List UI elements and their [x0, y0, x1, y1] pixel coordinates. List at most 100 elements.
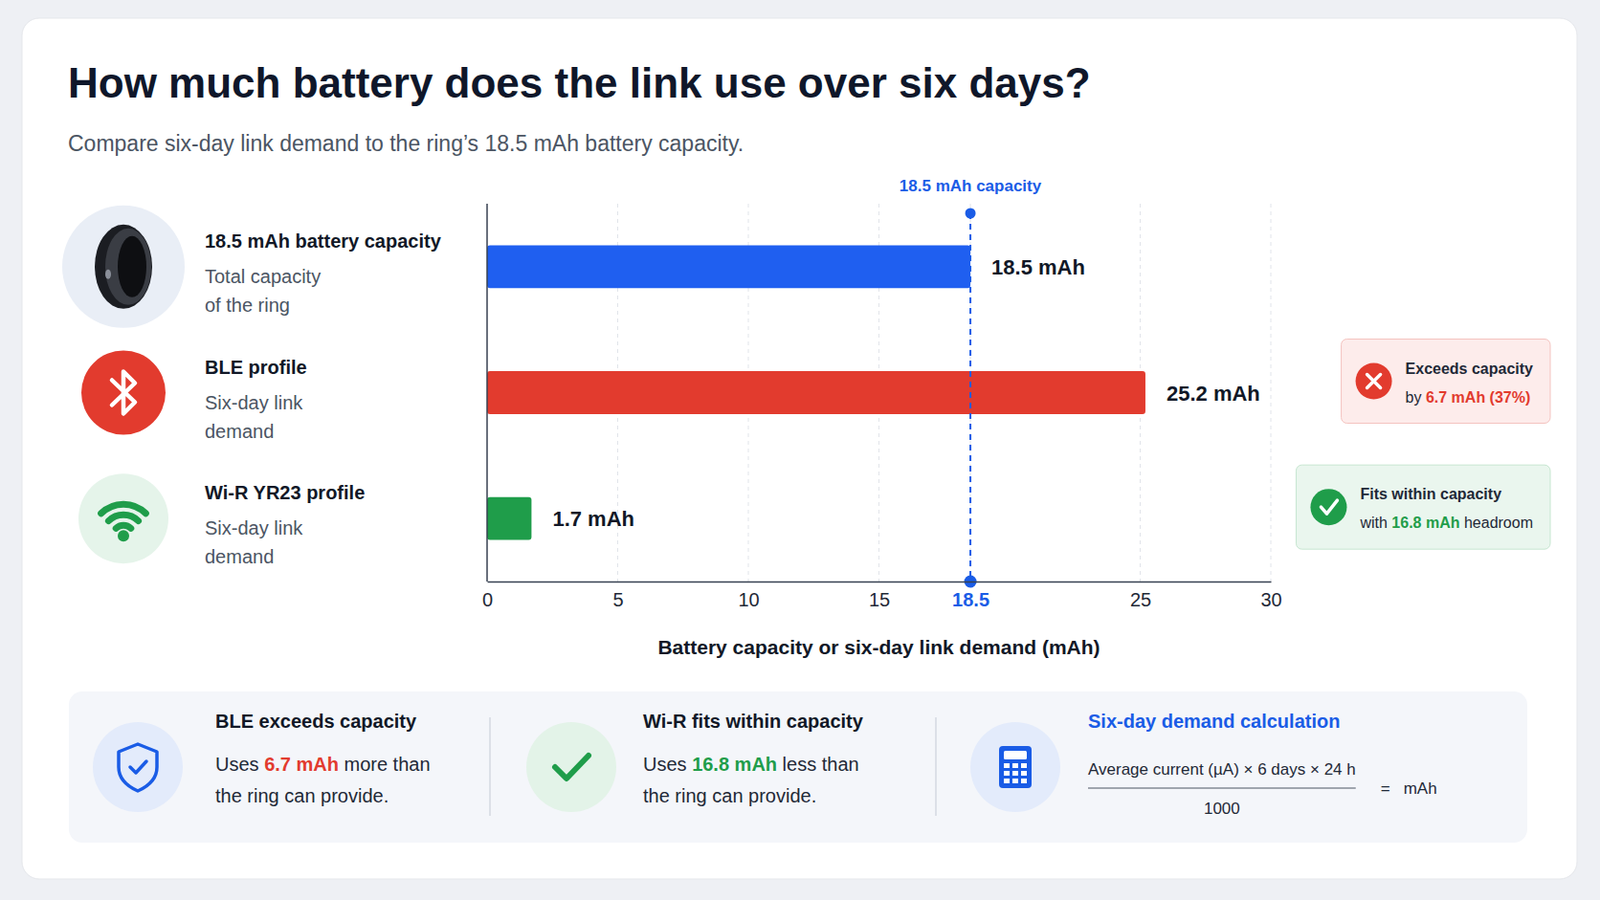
wifi-arc	[108, 514, 138, 521]
x-tick-label: 5	[612, 589, 623, 611]
data-label: 1.7 mAh	[552, 507, 635, 532]
note-text: the ring can provide.	[643, 785, 817, 807]
x-tick-label: 18.5	[952, 589, 990, 611]
reference-line	[969, 213, 972, 582]
category-title: 18.5 mAh battery capacity	[204, 230, 443, 252]
note-text-part: less than	[777, 754, 860, 776]
formula-numerator: Average current (µA) × 6 days × 24 h	[1088, 760, 1356, 779]
x-tick-label: 10	[737, 589, 759, 611]
annotation-highlight: 16.8 mAh	[1391, 514, 1460, 532]
icon-background	[92, 722, 183, 813]
reference-label: 18.5 mAh capacity	[899, 177, 1043, 196]
calculator-screen	[1003, 751, 1027, 760]
calculator-key	[1003, 771, 1010, 777]
check-symbol	[1320, 500, 1337, 514]
annotation-icon-circle	[1355, 363, 1393, 400]
title: How much battery does the link use over …	[67, 59, 1091, 107]
wifi-dot	[117, 530, 130, 542]
ring-band	[105, 228, 152, 306]
annotation-title: Exceeds capacity	[1405, 360, 1534, 378]
grid-line	[970, 203, 972, 582]
note-icon	[526, 722, 617, 813]
x-tick: 25	[1130, 581, 1152, 611]
footer: BLE exceeds capacityUses 6.7 mAh more th…	[68, 691, 1528, 844]
note-title: Wi-R fits within capacity	[643, 711, 865, 733]
footer-panel	[68, 691, 1528, 844]
annotation: Fits within capacitywith 16.8 mAh headro…	[1295, 465, 1551, 550]
category-description: of the ring	[204, 294, 290, 316]
annotation-icon	[1355, 363, 1393, 400]
calculator-key	[1021, 778, 1027, 784]
shield-check	[130, 761, 147, 774]
annotation-highlight: 6.7 mAh (37%)	[1425, 389, 1531, 406]
bar	[487, 244, 971, 289]
data-labels: 18.5 mAh25.2 mAh1.7 mAh	[552, 255, 1260, 532]
y-axis-line	[486, 203, 489, 582]
wifi-arc	[115, 525, 132, 529]
annotation-box	[1341, 339, 1551, 424]
note-title: Six-day demand calculation	[1088, 711, 1340, 733]
category-description: demand	[204, 546, 274, 568]
ring-outer	[94, 224, 153, 310]
icon-background	[970, 722, 1061, 813]
note-text: Uses 16.8 mAh less than	[643, 754, 860, 776]
x-tick-label: 0	[482, 589, 493, 611]
card	[22, 18, 1578, 880]
calculator-key	[1021, 771, 1027, 777]
x-tick: 18.5	[952, 581, 990, 611]
cross-symbol	[1367, 375, 1381, 389]
formula-result: mAh	[1403, 779, 1438, 799]
category-icon	[78, 473, 169, 564]
formula-denominator: 1000	[1203, 800, 1241, 819]
x-tick-label: 30	[1260, 589, 1282, 611]
category-title: Wi-R YR23 profile	[204, 482, 365, 504]
grid-line	[1270, 203, 1272, 582]
annotation-box	[1295, 465, 1551, 550]
bar	[487, 497, 532, 541]
note-text-part: Uses	[215, 754, 265, 776]
icon-background	[78, 473, 169, 564]
note-text-part: Uses	[643, 754, 692, 776]
x-tick: 10	[737, 581, 759, 611]
formula-fraction-line	[1088, 787, 1356, 789]
bluetooth-symbol	[111, 372, 135, 415]
category-description: Total capacity	[204, 266, 321, 288]
ring-inner	[117, 236, 147, 298]
x-axis-title: Battery capacity or six-day link demand …	[657, 636, 1100, 659]
note-title: BLE exceeds capacity	[215, 711, 418, 733]
shield-symbol	[118, 744, 157, 792]
annotation-icon-circle	[1310, 488, 1347, 526]
annotation-text: with 16.8 mAh headroom	[1358, 514, 1534, 532]
annotation: Exceeds capacity by 6.7 mAh (37%)	[1341, 339, 1551, 424]
category-rows: 18.5 mAh battery capacity Total capacity o…	[62, 205, 443, 568]
reference: 18.5 mAh capacity	[899, 177, 1043, 589]
note-icon	[92, 722, 183, 813]
reference-dot-top	[965, 208, 977, 220]
x-tick: 0	[482, 581, 493, 611]
calculator-key	[1003, 778, 1010, 784]
x-tick-label: 25	[1130, 589, 1152, 611]
x-tick-label: 15	[868, 589, 890, 611]
calculator-key	[1012, 778, 1019, 784]
icon-background	[81, 351, 166, 436]
page-background	[0, 0, 1600, 900]
footer-divider	[488, 717, 491, 817]
bars	[487, 244, 1146, 540]
calculator-key	[1012, 763, 1019, 769]
subtitle: Compare six-day link demand to the ring’…	[67, 131, 744, 156]
category-icon	[81, 351, 166, 436]
formula-equals: =	[1380, 779, 1391, 799]
data-label: 25.2 mAh	[1166, 381, 1261, 406]
wifi-arc	[101, 504, 147, 514]
icon-background	[526, 722, 617, 813]
annotation-text: by 6.7 mAh (37%)	[1405, 389, 1532, 406]
x-tick: 5	[612, 581, 623, 611]
x-tick: 15	[868, 581, 890, 611]
annotation-text-part: headroom	[1460, 514, 1534, 532]
x-axis-line	[488, 581, 1272, 584]
x-axis: 0 5 10 15 18.5 25 30	[482, 581, 1283, 611]
annotation-icon	[1310, 488, 1347, 526]
calculator-body	[999, 746, 1032, 789]
calculator-key	[1003, 763, 1010, 769]
x-tick: 30	[1260, 581, 1282, 611]
